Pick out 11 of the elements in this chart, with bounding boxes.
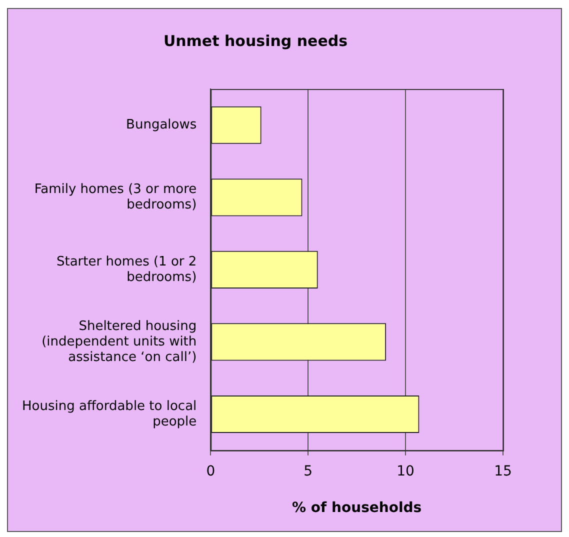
- x-tick-label: 15: [494, 463, 512, 480]
- y-tick-label: Starter homes (1 or 2 bedrooms): [56, 254, 197, 285]
- y-tick-label: Sheltered housing (independent units with assistance ‘on call’): [42, 318, 197, 365]
- chart-title: Unmet housing needs: [163, 32, 348, 50]
- x-tick-label: 5: [304, 463, 313, 480]
- x-tick-label: 10: [396, 463, 414, 480]
- x-tick-label: 0: [206, 463, 216, 480]
- y-tick-label: Bungalows: [126, 118, 197, 133]
- x-axis-title: % of households: [292, 500, 422, 516]
- y-tick-label: Housing affordable to local people: [22, 398, 197, 430]
- y-tick-label: Family homes (3 or more bedrooms): [34, 182, 197, 213]
